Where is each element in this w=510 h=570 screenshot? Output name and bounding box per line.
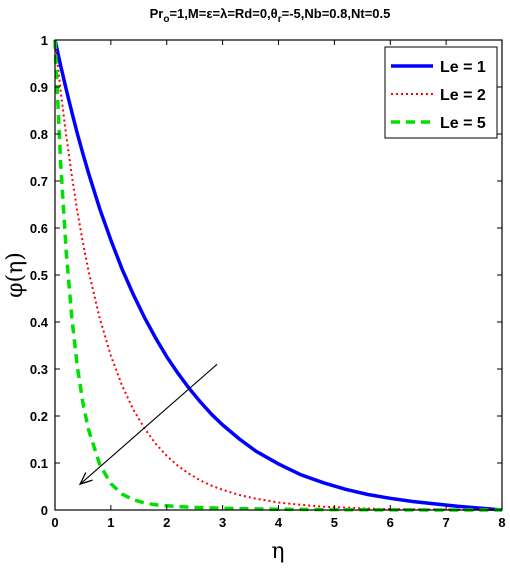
y-axis-ticks: 0 0.1 0.2 0.3 0.4 0.5 0.6 0.7 0.8 0.9 1: [30, 33, 502, 518]
x-axis-label: η: [271, 539, 284, 564]
trend-arrow: [78, 363, 218, 486]
y-tick-label: 0.7: [30, 174, 48, 189]
title-part-3: =-5,Nb=0.8,Nt=0.5: [282, 6, 391, 21]
x-tick-label: 6: [387, 515, 394, 530]
title-sub-2: r: [278, 14, 282, 25]
arrow-shaft: [79, 363, 218, 485]
x-axis-ticks: 0 1 2 3 4 5 6 7 8: [51, 40, 506, 530]
x-tick-label: 2: [163, 515, 170, 530]
y-tick-label: 0.3: [30, 362, 48, 377]
y-tick-label: 0.9: [30, 80, 48, 95]
title-sub-1: o: [163, 14, 169, 25]
x-tick-label: 1: [107, 515, 114, 530]
chart-title: Pro=1,M=ε=λ=Rd=0,θr=-5,Nb=0.8,Nt=0.5: [150, 6, 391, 25]
y-tick-label: 0.2: [30, 409, 48, 424]
series-line-3: [53, 39, 502, 512]
title-part-1: Pr: [150, 6, 164, 21]
x-tick-label: 7: [443, 515, 450, 530]
arrow-head: [78, 472, 93, 486]
title-part-2: =1,M=ε=λ=Rd=0,θ: [169, 6, 277, 21]
legend-box: [384, 46, 498, 139]
x-tick-label: 5: [331, 515, 338, 530]
x-tick-label: 3: [219, 515, 226, 530]
y-tick-label: 0.4: [30, 315, 49, 330]
y-tick-label: 1: [41, 33, 48, 48]
y-tick-label: 0.8: [30, 127, 48, 142]
x-tick-label: 0: [51, 515, 58, 530]
legend-label-2: Le = 2: [440, 87, 486, 104]
y-tick-label: 0: [41, 503, 48, 518]
series-curves: [53, 39, 503, 512]
legend-label-3: Le = 5: [440, 115, 486, 132]
x-tick-label: 4: [275, 515, 283, 530]
legend-label-1: Le = 1: [440, 59, 486, 76]
y-tick-label: 0.6: [30, 221, 48, 236]
y-axis-label: φ(η): [3, 252, 28, 298]
y-tick-label: 0.5: [30, 268, 48, 283]
x-tick-label: 8: [498, 515, 505, 530]
series-line-1: [53, 39, 503, 512]
y-tick-label: 0.1: [30, 456, 48, 471]
legend: Le = 1 Le = 2 Le = 5: [384, 46, 498, 139]
